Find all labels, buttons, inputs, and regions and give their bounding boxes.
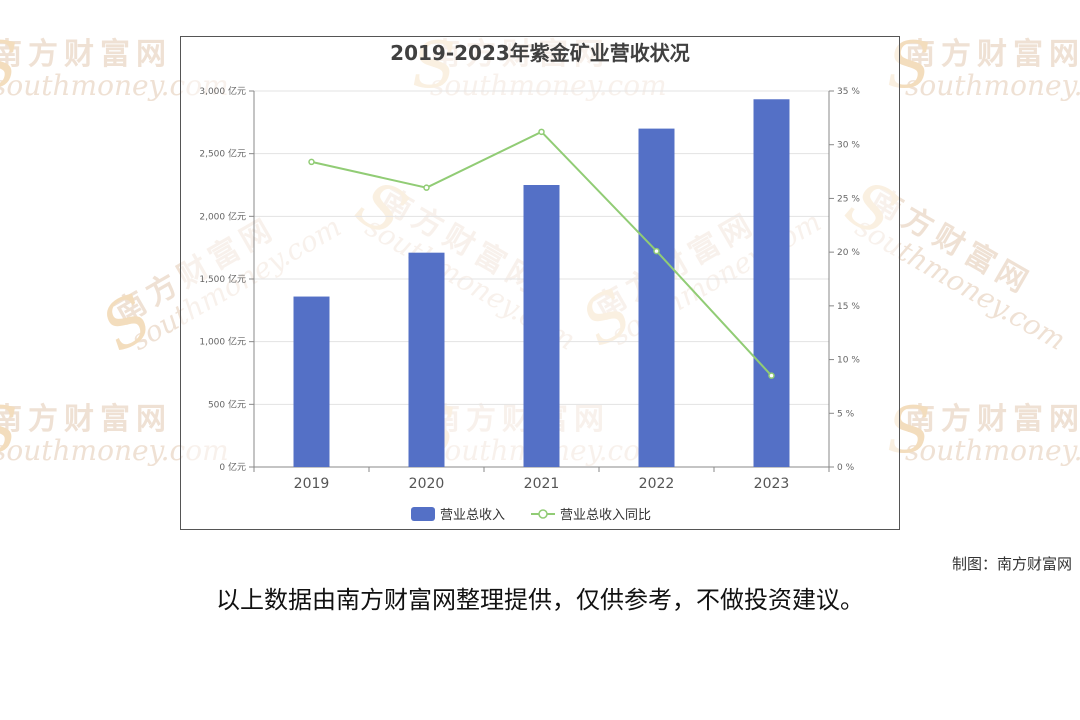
legend-label-line: 营业总收入同比 [560, 508, 651, 523]
source-note: 制图：南方财富网 [951, 555, 1072, 573]
x-tick-label: 2020 [409, 476, 445, 492]
y-left-tick-label: 2,000 亿元 [199, 210, 246, 222]
disclaimer-text: 以上数据由南方财富网整理提供，仅供参考，不做投资建议。 [216, 586, 864, 614]
watermark-cn: 南方财富网 [905, 37, 1080, 72]
watermark-en: southmoney.com [905, 434, 1080, 467]
bar [638, 128, 675, 467]
line-point [653, 247, 660, 255]
bar [523, 185, 560, 467]
watermark-logo-s: S [89, 280, 165, 367]
line-point [538, 128, 545, 136]
watermark-cn: 南方财富网 [905, 402, 1080, 437]
watermark-en: southmoney.com [905, 69, 1080, 102]
chart-container: 2019-2023年紫金矿业营收状况 0 亿元 500 亿元 1,000 亿元 1,5… [180, 36, 900, 530]
line-point [423, 184, 430, 191]
chart-svg: 2019-2023年紫金矿业营收状况 0 亿元 500 亿元 1,000 亿元 1,5… [199, 41, 860, 523]
x-tick-label: 2022 [639, 476, 675, 492]
y-left-tick-label: 1,500 亿元 [199, 273, 246, 285]
x-tick-label: 2019 [294, 476, 330, 492]
line-point [768, 372, 775, 379]
y-left-tick-label: 2,500 亿元 [199, 148, 246, 160]
y-left-tick-label: 0 亿元 [219, 461, 246, 473]
legend-swatch-bar [411, 507, 435, 521]
bar [408, 252, 445, 467]
y-right-tick-label: 30 % [837, 141, 860, 151]
chart-title: 2019-2023年紫金矿业营收状况 [390, 41, 690, 65]
y-left-tick-label: 1,000 亿元 [199, 336, 246, 348]
y-right-tick-label: 0 % [837, 463, 855, 473]
line-point [308, 158, 315, 166]
bar [293, 296, 330, 467]
y-right-tick-label: 5 % [837, 409, 855, 419]
y-left-tick-label: 500 亿元 [208, 398, 246, 410]
bar [753, 99, 790, 467]
y-left-tick-label: 3,000 亿元 [199, 85, 246, 97]
watermark-logo-s: S [0, 34, 18, 98]
legend-label-bar: 营业总收入 [440, 508, 505, 523]
y-right-tick-label: 20 % [837, 248, 860, 258]
y-right-tick-label: 10 % [837, 356, 860, 366]
y-right-tick-label: 35 % [837, 87, 860, 97]
x-tick-label: 2023 [754, 476, 790, 492]
legend-swatch-point [538, 509, 548, 519]
x-tick-label: 2021 [524, 476, 560, 492]
y-right-tick-label: 25 % [837, 194, 860, 204]
y-right-tick-label: 15 % [837, 302, 860, 312]
watermark-logo-s: S [0, 399, 18, 463]
